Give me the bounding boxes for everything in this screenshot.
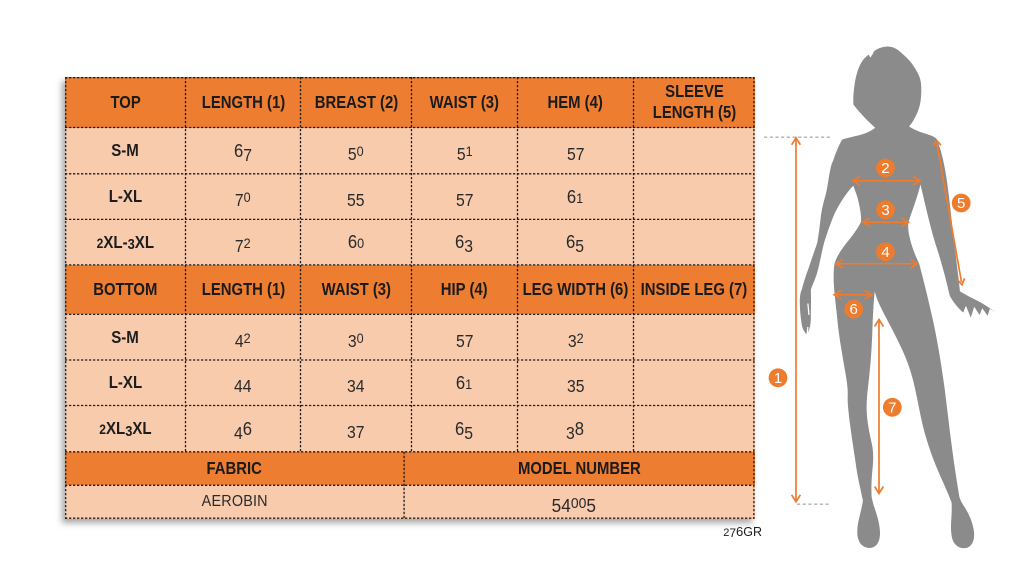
- svg-text:7: 7: [888, 399, 896, 416]
- svg-text:5: 5: [957, 195, 965, 212]
- svg-text:1: 1: [774, 370, 782, 387]
- svg-text:3: 3: [881, 202, 889, 219]
- svg-text:4: 4: [881, 244, 889, 261]
- svg-text:2: 2: [881, 160, 889, 177]
- svg-text:6: 6: [850, 301, 858, 318]
